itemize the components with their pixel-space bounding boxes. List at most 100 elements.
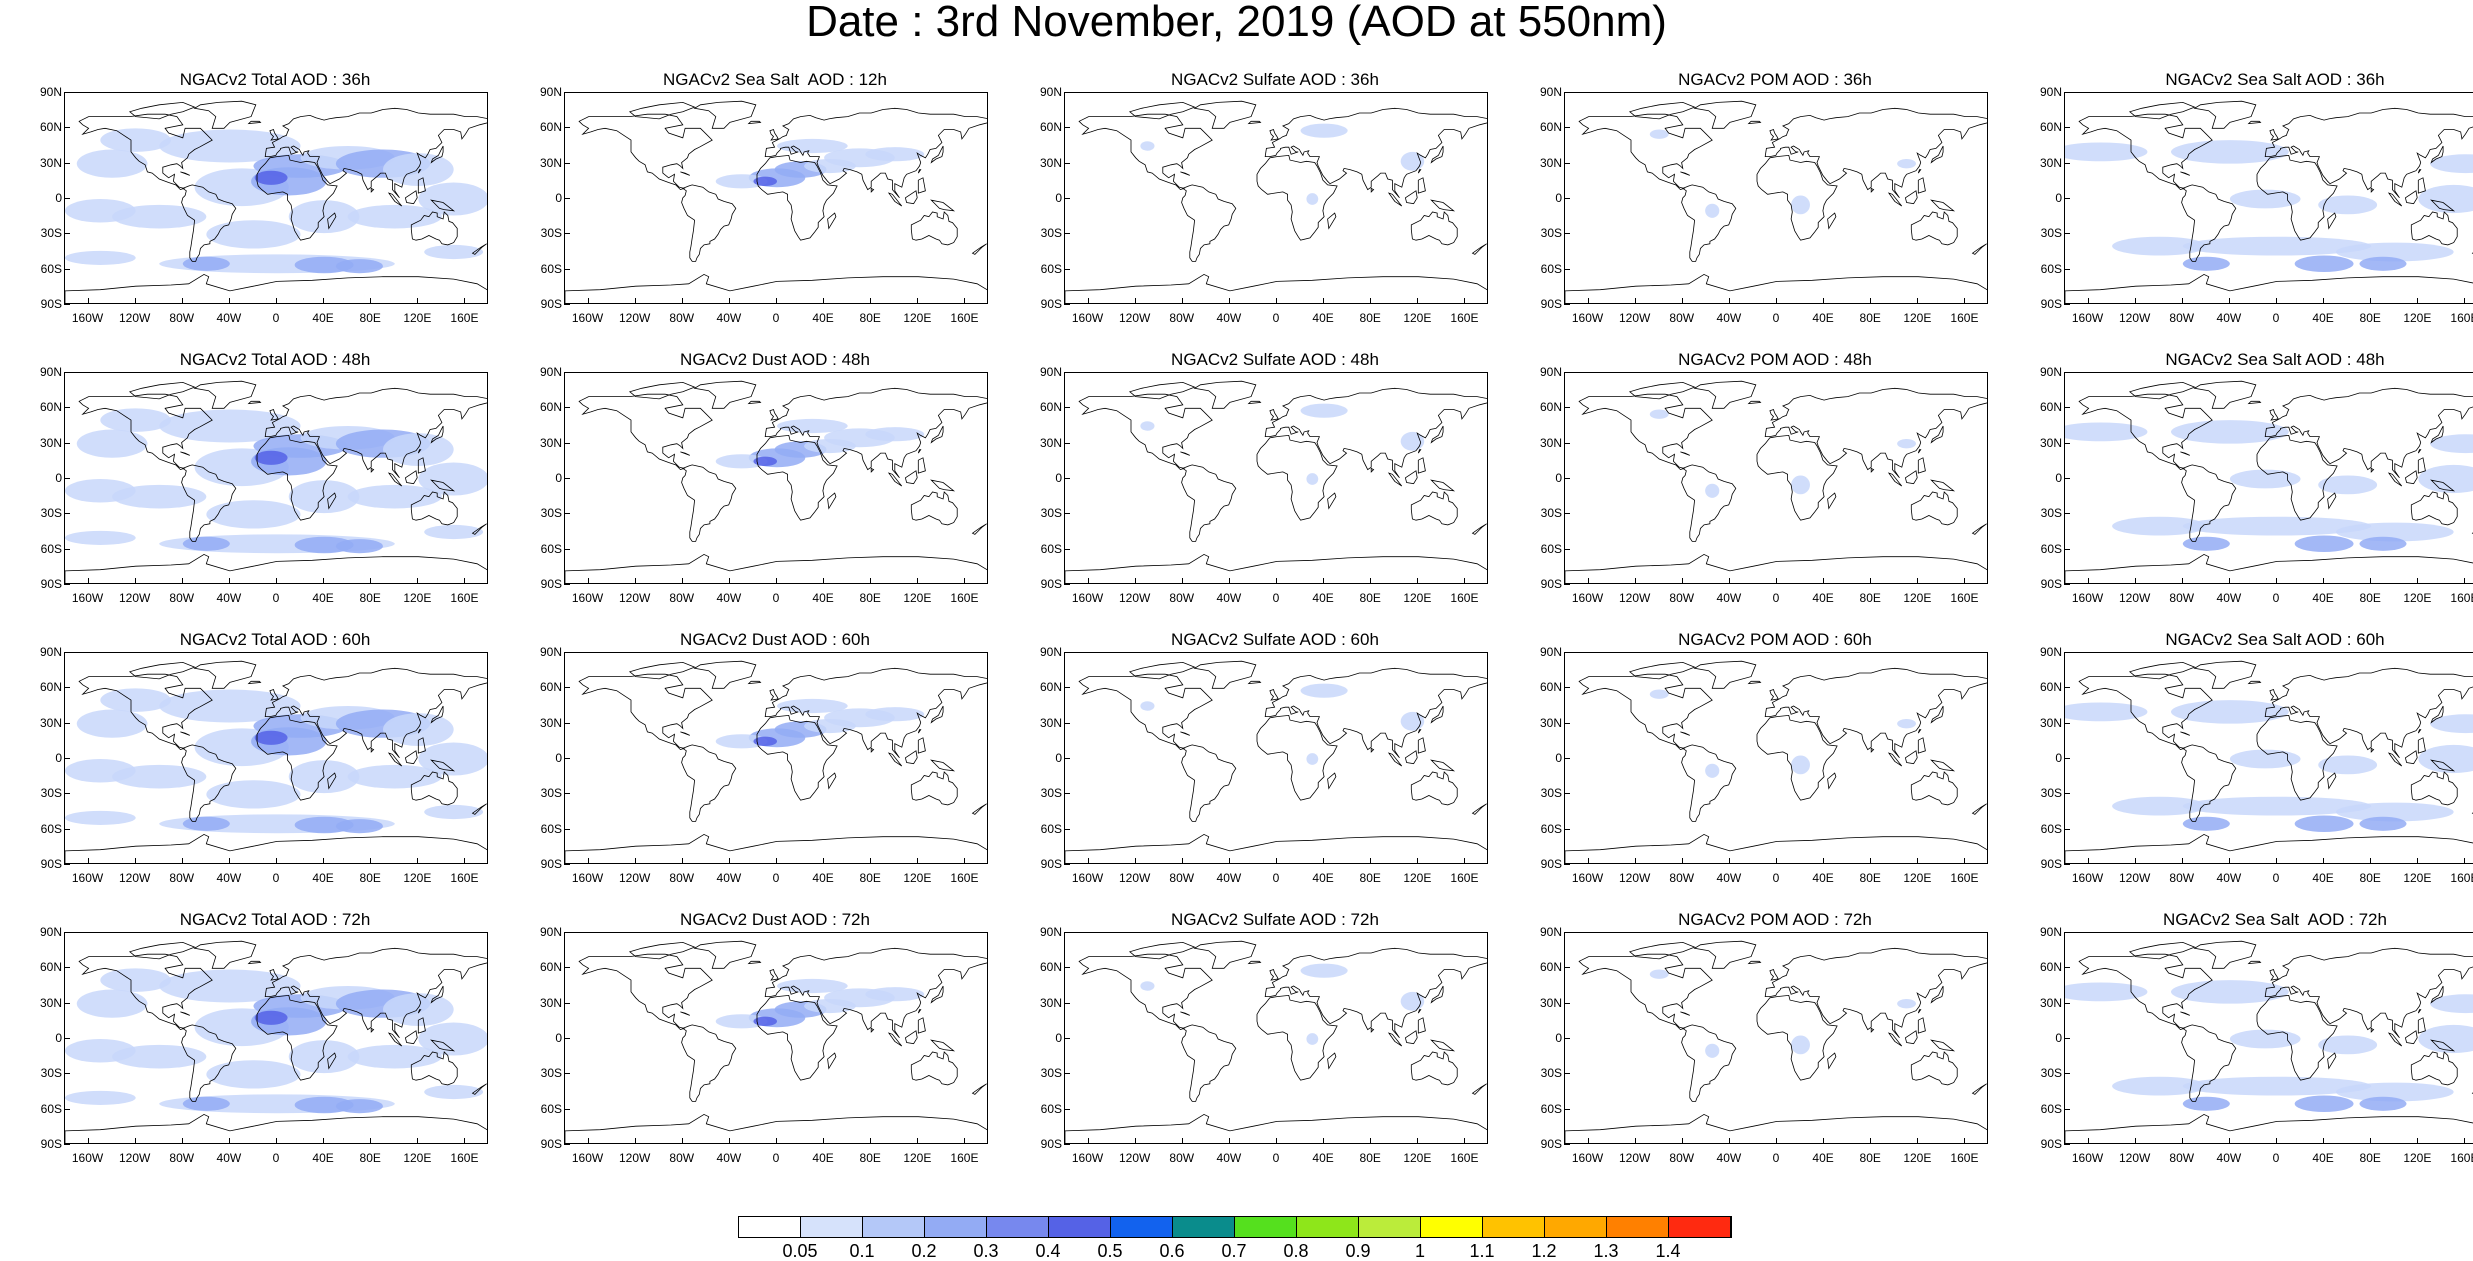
lat-tick-label: 30S [32, 1067, 62, 1079]
coastline [579, 114, 712, 189]
lon-tick-label: 80W [662, 872, 702, 884]
lat-tick [64, 198, 70, 199]
panel-title: NGACv2 Sulfate AOD : 72h [1058, 910, 1492, 930]
aerosol-patch [2183, 1097, 2230, 1111]
coastline [828, 1053, 836, 1068]
lon-tick [635, 578, 636, 584]
lat-tick [1064, 967, 1070, 968]
lat-tick [64, 652, 70, 653]
coastline [1328, 1053, 1336, 1068]
lat-tick-label: 30N [1032, 437, 1062, 449]
coastline [1473, 524, 1487, 535]
lat-tick [1064, 233, 1070, 234]
coastline [2270, 970, 2278, 981]
lon-tick [870, 578, 871, 584]
lon-tick [417, 858, 418, 864]
lat-tick [564, 163, 570, 164]
coastline [2328, 1053, 2336, 1068]
coastline [405, 191, 417, 204]
lon-tick-label: 40W [209, 1152, 249, 1164]
lon-tick-label: 80E [350, 872, 390, 884]
lat-tick [64, 304, 70, 305]
lon-tick-label: 120E [397, 1152, 437, 1164]
aerosol-patch [183, 257, 230, 271]
lat-tick-label: 30N [532, 997, 562, 1009]
lon-tick [964, 298, 965, 304]
lat-tick-label: 60S [532, 1103, 562, 1115]
colorbar-label: 0.8 [1276, 1242, 1316, 1260]
map-canvas [1565, 933, 1988, 1144]
lon-tick [2088, 298, 2089, 304]
lat-tick-label: 60N [1032, 961, 1062, 973]
lat-tick [2064, 758, 2070, 759]
map-canvas [1565, 373, 1988, 584]
lon-tick-label: 80E [850, 872, 890, 884]
coastline [2265, 108, 2473, 198]
lon-tick-label: 40W [709, 872, 749, 884]
coastline [1473, 804, 1487, 815]
lat-tick-label: 60N [2032, 961, 2062, 973]
coastline [405, 1031, 417, 1044]
aerosol-patch [2183, 537, 2230, 551]
lat-tick [1064, 932, 1070, 933]
lon-tick [2088, 858, 2089, 864]
lat-tick [1564, 549, 1570, 550]
coastline [2270, 130, 2278, 141]
lon-tick [1276, 298, 1277, 304]
lon-tick [2323, 578, 2324, 584]
coastline [1371, 188, 1373, 192]
coastline [871, 188, 873, 192]
lat-tick-label: 30N [532, 157, 562, 169]
aerosol-patch [2318, 1035, 2377, 1054]
lat-tick [564, 92, 570, 93]
lat-tick-label: 60N [1032, 401, 1062, 413]
aerosol-patch [112, 1045, 206, 1069]
lon-tick [135, 298, 136, 304]
coastline [2418, 458, 2425, 473]
aerosol-patch [1705, 1044, 1719, 1058]
coastline [1770, 410, 1778, 421]
lon-tick [464, 1138, 465, 1144]
lat-tick-label: 90S [2032, 578, 2062, 590]
lat-tick-label: 90N [1032, 366, 1062, 378]
lat-tick [2064, 443, 2070, 444]
lat-tick-label: 90N [532, 366, 562, 378]
aerosol-patch [1897, 439, 1916, 448]
lon-tick [1588, 298, 1589, 304]
lon-tick-label: 40W [1209, 592, 1249, 604]
coastline [1889, 193, 1902, 206]
panel-title: NGACv2 POM AOD : 60h [1558, 630, 1992, 650]
lat-tick [1564, 687, 1570, 688]
lon-tick-label: 40E [803, 592, 843, 604]
aerosol-patch [2171, 420, 2289, 444]
coastline [1405, 751, 1417, 764]
coastline [1431, 200, 1453, 211]
lon-tick [2464, 858, 2465, 864]
map-canvas [65, 933, 488, 1144]
lat-tick-label: 90N [2032, 926, 2062, 938]
colorbar-swatch [739, 1217, 801, 1237]
lon-tick-label: 120W [615, 592, 655, 604]
lon-tick [1776, 858, 1777, 864]
coastline [180, 732, 189, 736]
lat-tick [64, 513, 70, 514]
lon-tick-label: 120E [1897, 1152, 1937, 1164]
lat-tick-label: 30N [532, 717, 562, 729]
lat-tick [2064, 407, 2070, 408]
lon-tick-label: 160W [1568, 1152, 1608, 1164]
coastline [871, 1028, 873, 1032]
lon-tick [1729, 858, 1730, 864]
lon-tick-label: 40E [803, 1152, 843, 1164]
lon-tick [2088, 578, 2089, 584]
lon-tick-label: 40W [1709, 1152, 1749, 1164]
lon-tick [588, 578, 589, 584]
lon-tick [464, 298, 465, 304]
lon-tick [2135, 298, 2136, 304]
lon-tick [682, 858, 683, 864]
lon-tick-label: 0 [256, 872, 296, 884]
lon-tick-label: 40E [303, 1152, 343, 1164]
lon-tick [2088, 1138, 2089, 1144]
coastline [1630, 102, 1695, 119]
panel-title: NGACv2 Sea Salt AOD : 48h [2058, 350, 2473, 370]
map-frame [1564, 652, 1988, 864]
